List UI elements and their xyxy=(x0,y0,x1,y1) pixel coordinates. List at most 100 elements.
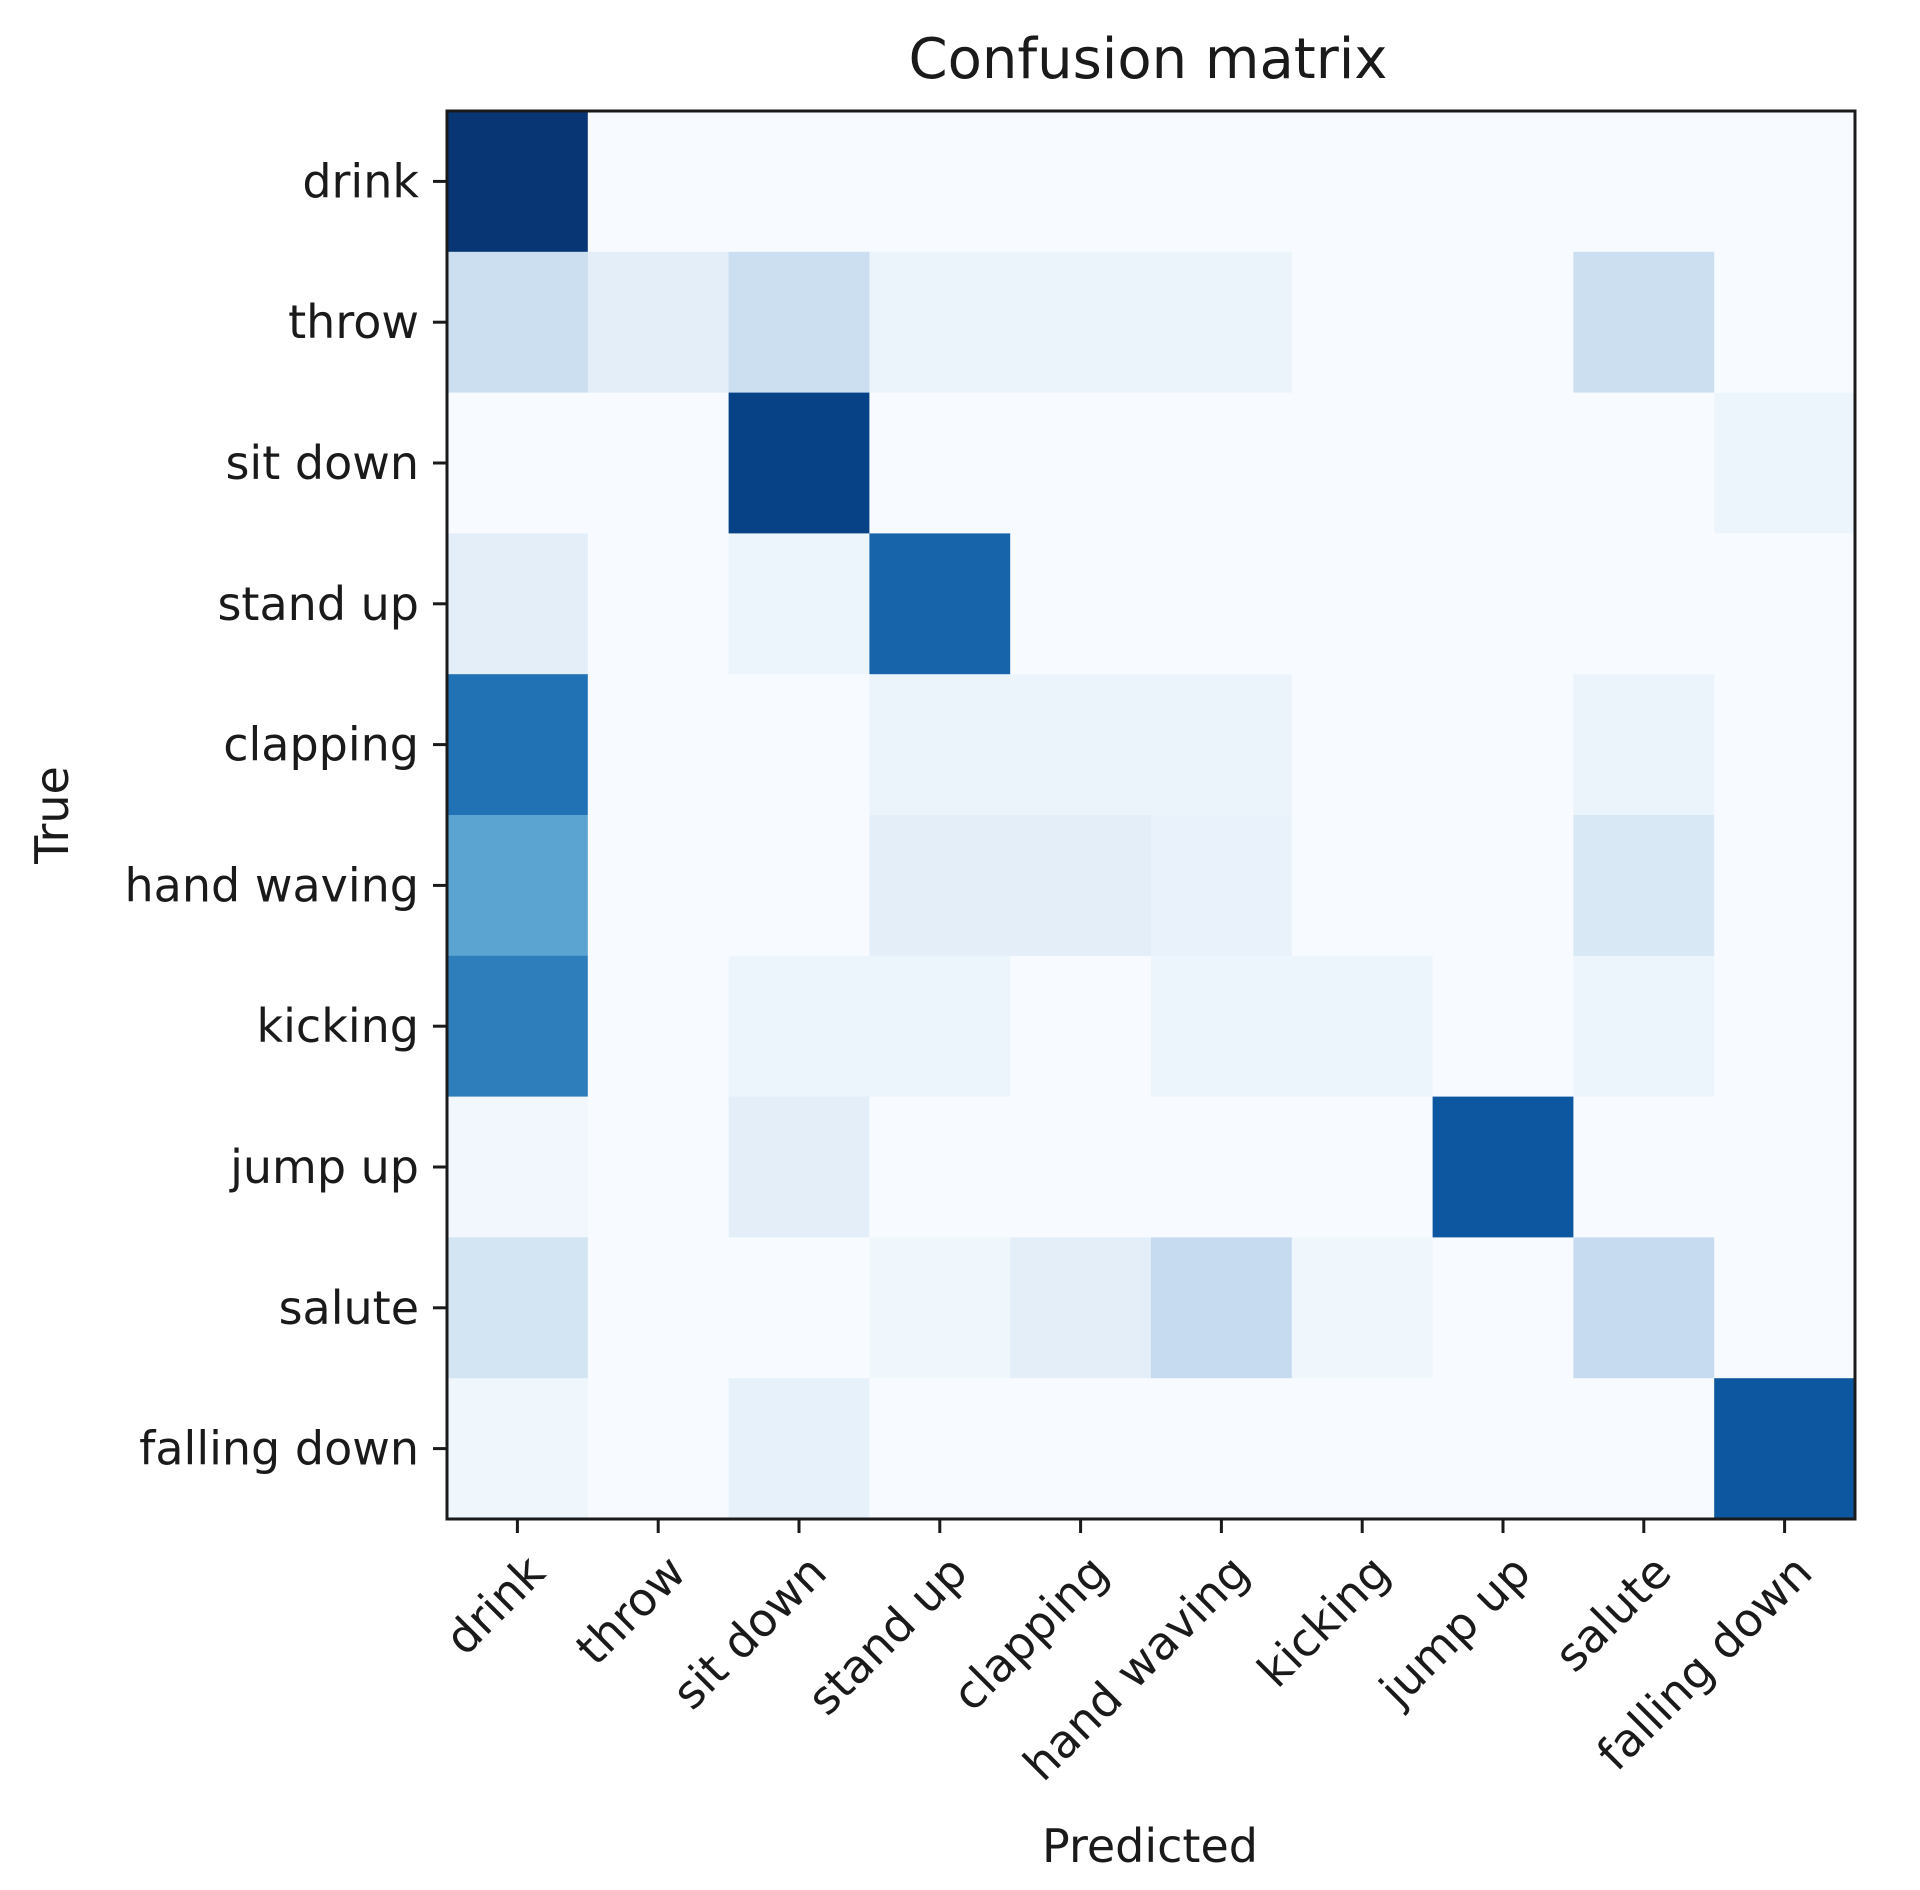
heatmap-cell xyxy=(1432,955,1574,1098)
heatmap-cell xyxy=(1291,392,1434,534)
heatmap-cell xyxy=(447,111,589,253)
heatmap-cell xyxy=(1291,1096,1434,1238)
heatmap-cell xyxy=(587,815,730,957)
heatmap-cell xyxy=(1151,392,1293,534)
heatmap-cell xyxy=(1151,111,1293,253)
heatmap-cell xyxy=(1432,674,1574,816)
heatmap-cell xyxy=(1714,1378,1856,1520)
heatmap-cell xyxy=(728,251,870,394)
heatmap-cell xyxy=(728,1237,870,1379)
heatmap-cell xyxy=(1291,251,1434,394)
heatmap-cell xyxy=(1573,674,1715,816)
heatmap-cell xyxy=(728,1096,870,1238)
heatmap-cell xyxy=(1714,392,1856,534)
heatmap-cell xyxy=(1151,955,1293,1098)
heatmap-cell xyxy=(728,533,870,675)
heatmap-cell xyxy=(1010,674,1152,816)
y-axis-label: True xyxy=(25,766,79,865)
heatmap-cell xyxy=(1010,1378,1152,1520)
heatmap-cell xyxy=(869,392,1011,534)
heatmap-cell xyxy=(1432,815,1574,957)
heatmap-cell xyxy=(869,955,1011,1098)
x-axis-label: Predicted xyxy=(1042,1819,1258,1873)
heatmap-cell xyxy=(1010,1237,1152,1379)
heatmap-cell xyxy=(1151,1237,1293,1379)
heatmap-cell xyxy=(728,111,870,253)
chart-title: Confusion matrix xyxy=(909,27,1388,92)
heatmap-cell xyxy=(1010,815,1152,957)
heatmap-cell xyxy=(1714,815,1856,957)
heatmap-cell xyxy=(1714,533,1856,675)
y-tick-label: sit down xyxy=(225,436,419,490)
heatmap-cell xyxy=(1573,392,1715,534)
heatmap-cell xyxy=(1714,1096,1856,1238)
heatmap-cell xyxy=(869,815,1011,957)
x-tick-label: jump up xyxy=(1368,1545,1540,1717)
heatmap-cell xyxy=(869,674,1011,816)
heatmap-cell xyxy=(728,392,870,534)
heatmap-cell xyxy=(1573,1096,1715,1238)
heatmap-cell xyxy=(1291,815,1434,957)
heatmap-cell xyxy=(1573,111,1715,253)
x-tick-label: drink xyxy=(434,1544,555,1665)
heatmap-cell xyxy=(1151,533,1293,675)
heatmap-cell xyxy=(1291,674,1434,816)
heatmap-cell xyxy=(1010,392,1152,534)
heatmap-cell xyxy=(728,1378,870,1520)
heatmap-cell xyxy=(1291,1237,1434,1379)
heatmap-cell xyxy=(447,674,589,816)
heatmap-cell xyxy=(1573,1237,1715,1379)
heatmap-cell xyxy=(587,674,730,816)
y-tick-label: jump up xyxy=(229,1140,419,1194)
heatmap-cell xyxy=(728,955,870,1098)
heatmap-cell xyxy=(869,1096,1011,1238)
y-tick-label: hand waving xyxy=(125,858,420,912)
heatmap-cell xyxy=(869,1237,1011,1379)
heatmap-cell xyxy=(587,1378,730,1520)
heatmap-cell xyxy=(1291,1378,1434,1520)
heatmap-cell xyxy=(447,1096,589,1238)
heatmap-cell xyxy=(1010,955,1152,1098)
heatmap-cell xyxy=(1573,1378,1715,1520)
y-tick-label: stand up xyxy=(217,577,419,631)
y-tick-label: clapping xyxy=(223,718,419,772)
y-tick-label: drink xyxy=(302,154,419,208)
heatmap-cell xyxy=(728,674,870,816)
heatmap-cell xyxy=(1573,251,1715,394)
heatmap-cell xyxy=(1010,251,1152,394)
heatmap-cell xyxy=(728,815,870,957)
heatmap-cell xyxy=(1432,1237,1574,1379)
heatmap-cell xyxy=(587,251,730,394)
heatmap-cell xyxy=(1432,1378,1574,1520)
heatmap-cell xyxy=(869,533,1011,675)
heatmap-cell xyxy=(1010,1096,1152,1238)
heatmap-cell xyxy=(1151,674,1293,816)
heatmap-cell xyxy=(587,1096,730,1238)
heatmap-cell xyxy=(1151,251,1293,394)
y-tick-label: kicking xyxy=(257,999,419,1053)
y-tick-label: salute xyxy=(279,1281,419,1335)
heatmap-cell xyxy=(1291,111,1434,253)
heatmap-cell xyxy=(1432,533,1574,675)
heatmap-cell xyxy=(447,955,589,1098)
heatmap-cells xyxy=(447,111,1856,1520)
x-tick-label: salute xyxy=(1544,1545,1681,1682)
heatmap-cell xyxy=(1151,1096,1293,1238)
heatmap-cell xyxy=(1151,815,1293,957)
x-tick-label: throw xyxy=(565,1545,696,1676)
heatmap-cell xyxy=(587,111,730,253)
heatmap-cell xyxy=(1432,1096,1574,1238)
heatmap-cell xyxy=(1714,111,1856,253)
heatmap-cell xyxy=(1714,251,1856,394)
heatmap-cell xyxy=(1573,815,1715,957)
heatmap-cell xyxy=(587,1237,730,1379)
y-tick-label: throw xyxy=(288,295,419,349)
heatmap-cell xyxy=(587,392,730,534)
heatmap-cell xyxy=(1714,674,1856,816)
heatmap-cell xyxy=(869,1378,1011,1520)
heatmap-cell xyxy=(1432,111,1574,253)
heatmap-cell xyxy=(1432,392,1574,534)
heatmap-cell xyxy=(447,815,589,957)
heatmap-cell xyxy=(447,533,589,675)
